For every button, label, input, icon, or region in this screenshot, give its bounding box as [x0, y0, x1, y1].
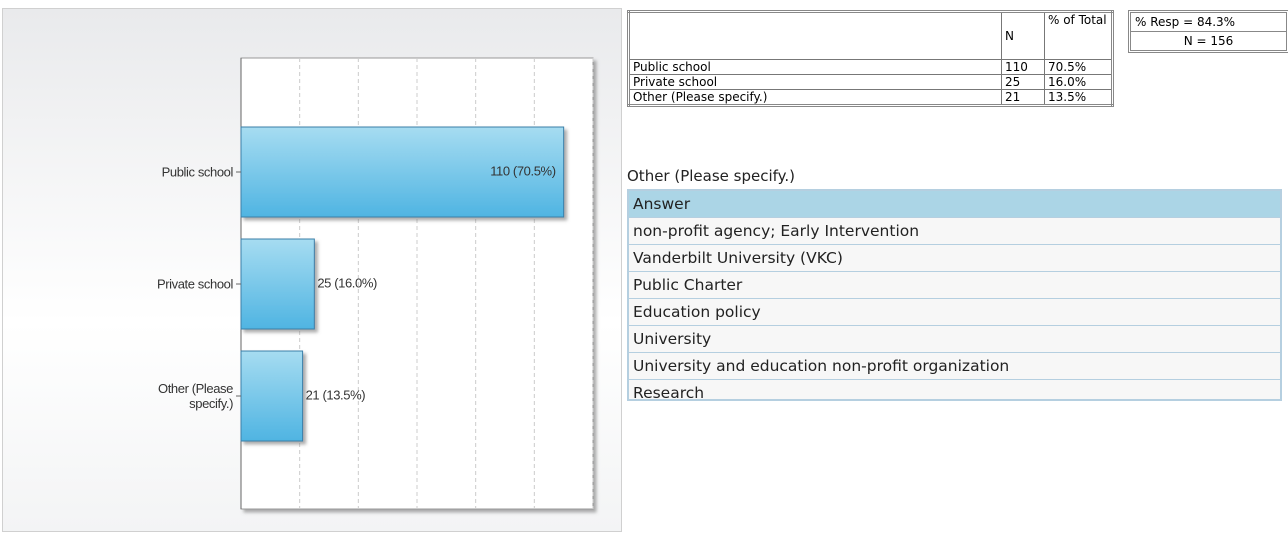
table-cell: Other (Please specify.): [628, 89, 1002, 106]
category-label: Public school: [161, 164, 234, 180]
answer-row: University and education non-profit orga…: [629, 353, 1280, 380]
bar: [240, 238, 315, 330]
bar: [240, 126, 565, 218]
category-label: Private school: [156, 276, 233, 292]
table-cell: 16.0%: [1044, 74, 1113, 90]
response-rate: % Resp = 84.3%: [1135, 15, 1236, 29]
table-row: Public school 110 70.5%: [628, 59, 1113, 75]
summary-table: N% of Total Public school 110 70.5% Private …: [627, 10, 1114, 107]
table-cell: Public school: [628, 59, 1002, 75]
response-box: % Resp = 84.3% N = 156: [1128, 10, 1288, 53]
header-row: N% of Total: [628, 11, 1113, 60]
header-cell: [628, 11, 1002, 60]
table-row: Other (Please specify.) 21 13.5%: [628, 89, 1113, 106]
answer-row: non-profit agency; Early Intervention: [629, 218, 1280, 245]
answer-row: University: [629, 326, 1280, 353]
bar: [240, 350, 304, 442]
value-label: 25 (16.0%): [317, 275, 377, 290]
other-title: Other (Please specify.): [627, 167, 796, 185]
table-cell: 13.5%: [1044, 89, 1113, 106]
answer-row: Research: [629, 380, 1280, 399]
category-label: Other (Please specify.): [157, 381, 233, 411]
response-n: N = 156: [1131, 31, 1286, 50]
value-label: 110 (70.5%): [490, 163, 556, 178]
table-cell: Private school: [628, 74, 1002, 90]
table-cell: 25: [1001, 74, 1045, 90]
header-cell: % of Total: [1044, 11, 1113, 60]
answer-row: Vanderbilt University (VKC): [629, 245, 1280, 272]
other-table: Answer non-profit agency; Early Intervent…: [627, 189, 1282, 401]
answer-row: Education policy: [629, 299, 1280, 326]
header-cell: N: [1001, 11, 1045, 60]
table-cell: 110: [1001, 59, 1045, 75]
table-cell: 70.5%: [1044, 59, 1113, 75]
table-row: Private school 25 16.0%: [628, 74, 1113, 90]
table-cell: 21: [1001, 89, 1045, 106]
answer-row: Public Charter: [629, 272, 1280, 299]
header-cell: Answer: [629, 191, 1280, 218]
chart-panel: 110 (70.5%) 25 (16.0%) 21 (13.5%) Public s…: [2, 8, 622, 532]
value-label: 21 (13.5%): [306, 387, 366, 402]
chart: 110 (70.5%) 25 (16.0%) 21 (13.5%): [236, 57, 594, 510]
